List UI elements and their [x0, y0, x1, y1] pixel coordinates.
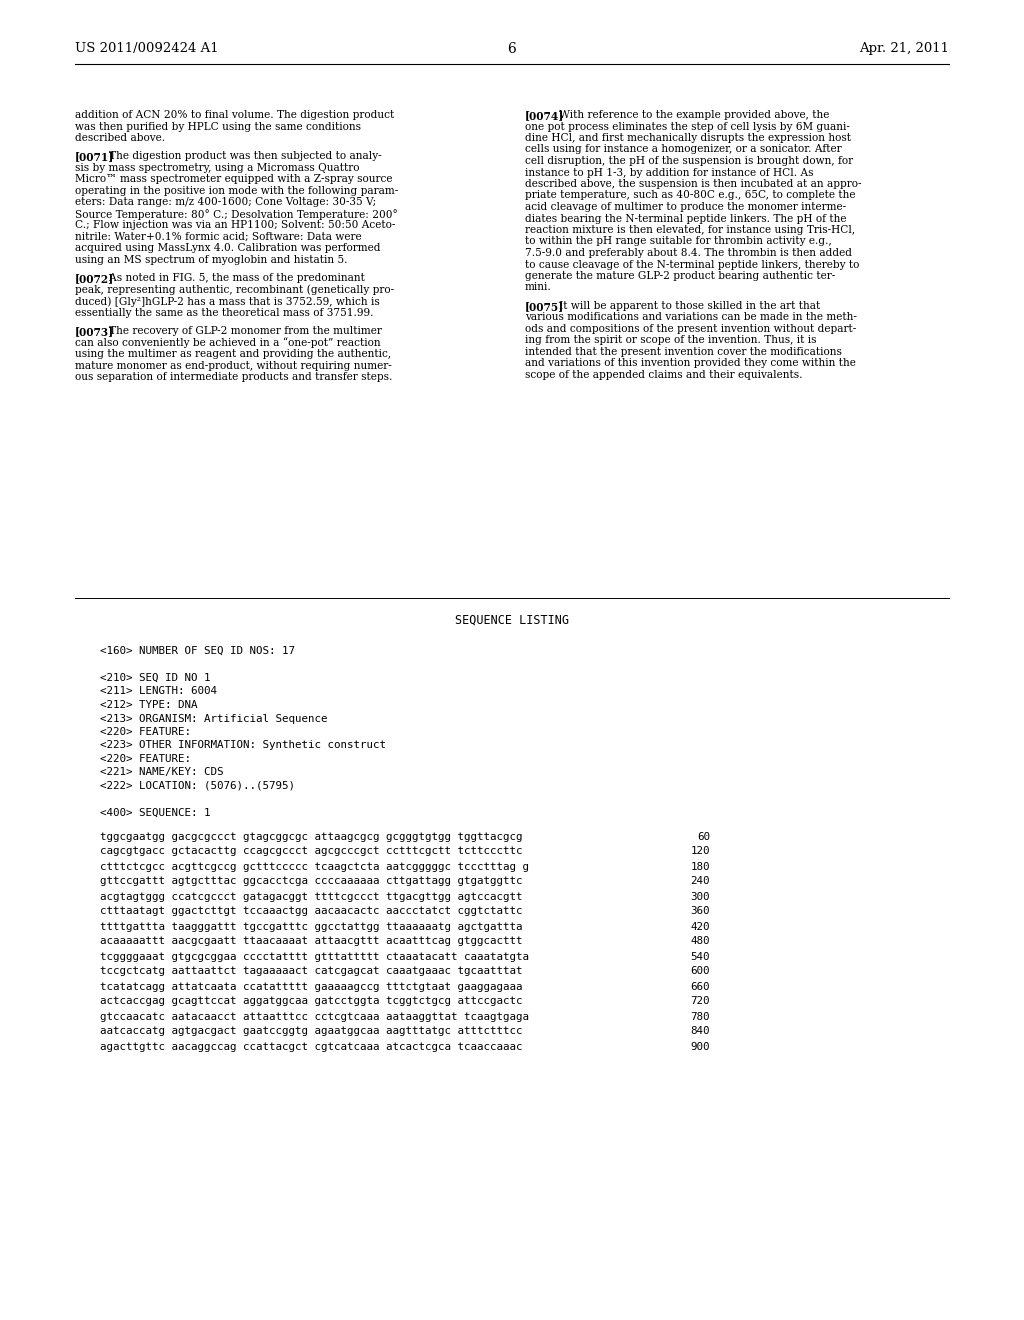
Text: 300: 300	[690, 891, 710, 902]
Text: 480: 480	[690, 936, 710, 946]
Text: [0074]: [0074]	[525, 110, 564, 121]
Text: 540: 540	[690, 952, 710, 961]
Text: <220> FEATURE:: <220> FEATURE:	[100, 727, 191, 737]
Text: 120: 120	[690, 846, 710, 857]
Text: to cause cleavage of the N-terminal peptide linkers, thereby to: to cause cleavage of the N-terminal pept…	[525, 260, 859, 269]
Text: acaaaaattt aacgcgaatt ttaacaaaat attaacgttt acaatttcag gtggcacttt: acaaaaattt aacgcgaatt ttaacaaaat attaacg…	[100, 936, 522, 946]
Text: reaction mixture is then elevated, for instance using Tris-HCl,: reaction mixture is then elevated, for i…	[525, 224, 855, 235]
Text: scope of the appended claims and their equivalents.: scope of the appended claims and their e…	[525, 370, 803, 380]
Text: 840: 840	[690, 1027, 710, 1036]
Text: The recovery of GLP-2 monomer from the multimer: The recovery of GLP-2 monomer from the m…	[98, 326, 382, 337]
Text: US 2011/0092424 A1: US 2011/0092424 A1	[75, 42, 219, 55]
Text: described above.: described above.	[75, 133, 165, 143]
Text: tccgctcatg aattaattct tagaaaaact catcgagcat caaatgaaac tgcaatttat: tccgctcatg aattaattct tagaaaaact catcgag…	[100, 966, 522, 977]
Text: described above, the suspension is then incubated at an appro-: described above, the suspension is then …	[525, 180, 861, 189]
Text: diates bearing the N-terminal peptide linkers. The pH of the: diates bearing the N-terminal peptide li…	[525, 214, 847, 223]
Text: <210> SEQ ID NO 1: <210> SEQ ID NO 1	[100, 673, 211, 682]
Text: gtccaacatc aatacaacct attaatttcc cctcgtcaaa aataaggttat tcaagtgaga: gtccaacatc aatacaacct attaatttcc cctcgtc…	[100, 1011, 529, 1022]
Text: <221> NAME/KEY: CDS: <221> NAME/KEY: CDS	[100, 767, 223, 777]
Text: generate the mature GLP-2 product bearing authentic ter-: generate the mature GLP-2 product bearin…	[525, 271, 836, 281]
Text: tcggggaaat gtgcgcggaa cccctatttt gtttattttt ctaaatacatt caaatatgta: tcggggaaat gtgcgcggaa cccctatttt gtttatt…	[100, 952, 529, 961]
Text: It will be apparent to those skilled in the art that: It will be apparent to those skilled in …	[549, 301, 820, 312]
Text: essentially the same as the theoretical mass of 3751.99.: essentially the same as the theoretical …	[75, 308, 374, 318]
Text: sis by mass spectrometry, using a Micromass Quattro: sis by mass spectrometry, using a Microm…	[75, 162, 359, 173]
Text: actcaccgag gcagttccat aggatggcaa gatcctggta tcggtctgcg attccgactc: actcaccgag gcagttccat aggatggcaa gatcctg…	[100, 997, 522, 1006]
Text: agacttgttc aacaggccag ccattacgct cgtcatcaaa atcactcgca tcaaccaaac: agacttgttc aacaggccag ccattacgct cgtcatc…	[100, 1041, 522, 1052]
Text: peak, representing authentic, recombinant (genetically pro-: peak, representing authentic, recombinan…	[75, 285, 394, 296]
Text: C.; Flow injection was via an HP1100; Solvent: 50:50 Aceto-: C.; Flow injection was via an HP1100; So…	[75, 220, 395, 231]
Text: As noted in FIG. 5, the mass of the predominant: As noted in FIG. 5, the mass of the pred…	[98, 273, 365, 284]
Text: cell disruption, the pH of the suspension is brought down, for: cell disruption, the pH of the suspensio…	[525, 156, 853, 166]
Text: <213> ORGANISM: Artificial Sequence: <213> ORGANISM: Artificial Sequence	[100, 714, 328, 723]
Text: ttttgattta taagggattt tgccgatttc ggcctattgg ttaaaaaatg agctgattta: ttttgattta taagggattt tgccgatttc ggcctat…	[100, 921, 522, 932]
Text: tcatatcagg attatcaata ccatattttt gaaaaagccg tttctgtaat gaaggagaaa: tcatatcagg attatcaata ccatattttt gaaaaag…	[100, 982, 522, 991]
Text: mini.: mini.	[525, 282, 552, 293]
Text: <211> LENGTH: 6004: <211> LENGTH: 6004	[100, 686, 217, 697]
Text: intended that the present invention cover the modifications: intended that the present invention cove…	[525, 347, 842, 356]
Text: [0072]: [0072]	[75, 273, 115, 284]
Text: 7.5-9.0 and preferably about 8.4. The thrombin is then added: 7.5-9.0 and preferably about 8.4. The th…	[525, 248, 852, 257]
Text: The digestion product was then subjected to analy-: The digestion product was then subjected…	[98, 152, 381, 161]
Text: <160> NUMBER OF SEQ ID NOS: 17: <160> NUMBER OF SEQ ID NOS: 17	[100, 645, 295, 656]
Text: aatcaccatg agtgacgact gaatccggtg agaatggcaa aagtttatgc atttctttcc: aatcaccatg agtgacgact gaatccggtg agaatgg…	[100, 1027, 522, 1036]
Text: can also conveniently be achieved in a “one-pot” reaction: can also conveniently be achieved in a “…	[75, 338, 381, 348]
Text: priate temperature, such as 40-80C e.g., 65C, to complete the: priate temperature, such as 40-80C e.g.,…	[525, 190, 855, 201]
Text: to within the pH range suitable for thrombin activity e.g.,: to within the pH range suitable for thro…	[525, 236, 831, 247]
Text: 660: 660	[690, 982, 710, 991]
Text: Micro™ mass spectrometer equipped with a Z-spray source: Micro™ mass spectrometer equipped with a…	[75, 174, 392, 185]
Text: SEQUENCE LISTING: SEQUENCE LISTING	[455, 614, 569, 627]
Text: acquired using MassLynx 4.0. Calibration was performed: acquired using MassLynx 4.0. Calibration…	[75, 243, 381, 253]
Text: 720: 720	[690, 997, 710, 1006]
Text: With reference to the example provided above, the: With reference to the example provided a…	[549, 110, 829, 120]
Text: 600: 600	[690, 966, 710, 977]
Text: was then purified by HPLC using the same conditions: was then purified by HPLC using the same…	[75, 121, 361, 132]
Text: 420: 420	[690, 921, 710, 932]
Text: eters: Data range: m/z 400-1600; Cone Voltage: 30-35 V;: eters: Data range: m/z 400-1600; Cone Vo…	[75, 198, 376, 207]
Text: [0071]: [0071]	[75, 152, 115, 162]
Text: using the multimer as reagent and providing the authentic,: using the multimer as reagent and provid…	[75, 350, 391, 359]
Text: cagcgtgacc gctacacttg ccagcgccct agcgcccgct cctttcgctt tcttcccttc: cagcgtgacc gctacacttg ccagcgccct agcgccc…	[100, 846, 522, 857]
Text: various modifications and variations can be made in the meth-: various modifications and variations can…	[525, 313, 857, 322]
Text: [0075]: [0075]	[525, 301, 564, 312]
Text: <223> OTHER INFORMATION: Synthetic construct: <223> OTHER INFORMATION: Synthetic const…	[100, 741, 386, 751]
Text: ctttaatagt ggactcttgt tccaaactgg aacaacactc aaccctatct cggtctattc: ctttaatagt ggactcttgt tccaaactgg aacaaca…	[100, 907, 522, 916]
Text: gttccgattt agtgctttac ggcacctcga ccccaaaaaa cttgattagg gtgatggttc: gttccgattt agtgctttac ggcacctcga ccccaaa…	[100, 876, 522, 887]
Text: acgtagtggg ccatcgccct gatagacggt ttttcgccct ttgacgttgg agtccacgtt: acgtagtggg ccatcgccct gatagacggt ttttcgc…	[100, 891, 522, 902]
Text: addition of ACN 20% to final volume. The digestion product: addition of ACN 20% to final volume. The…	[75, 110, 394, 120]
Text: ing from the spirit or scope of the invention. Thus, it is: ing from the spirit or scope of the inve…	[525, 335, 816, 346]
Text: 6: 6	[508, 42, 516, 55]
Text: Source Temperature: 80° C.; Desolvation Temperature: 200°: Source Temperature: 80° C.; Desolvation …	[75, 209, 397, 219]
Text: <400> SEQUENCE: 1: <400> SEQUENCE: 1	[100, 808, 211, 818]
Text: <222> LOCATION: (5076)..(5795): <222> LOCATION: (5076)..(5795)	[100, 781, 295, 791]
Text: nitrile: Water+0.1% formic acid; Software: Data were: nitrile: Water+0.1% formic acid; Softwar…	[75, 232, 361, 242]
Text: acid cleavage of multimer to produce the monomer interme-: acid cleavage of multimer to produce the…	[525, 202, 846, 213]
Text: 240: 240	[690, 876, 710, 887]
Text: duced) [Gly²]hGLP-2 has a mass that is 3752.59, which is: duced) [Gly²]hGLP-2 has a mass that is 3…	[75, 296, 380, 306]
Text: 60: 60	[697, 832, 710, 842]
Text: cells using for instance a homogenizer, or a sonicator. After: cells using for instance a homogenizer, …	[525, 144, 842, 154]
Text: 900: 900	[690, 1041, 710, 1052]
Text: ous separation of intermediate products and transfer steps.: ous separation of intermediate products …	[75, 372, 392, 383]
Text: 780: 780	[690, 1011, 710, 1022]
Text: tggcgaatgg gacgcgccct gtagcggcgc attaagcgcg gcgggtgtgg tggttacgcg: tggcgaatgg gacgcgccct gtagcggcgc attaagc…	[100, 832, 522, 842]
Text: 360: 360	[690, 907, 710, 916]
Text: dine HCl, and first mechanically disrupts the expression host: dine HCl, and first mechanically disrupt…	[525, 133, 851, 143]
Text: mature monomer as end-product, without requiring numer-: mature monomer as end-product, without r…	[75, 360, 392, 371]
Text: [0073]: [0073]	[75, 326, 115, 337]
Text: and variations of this invention provided they come within the: and variations of this invention provide…	[525, 359, 856, 368]
Text: ods and compositions of the present invention without depart-: ods and compositions of the present inve…	[525, 323, 856, 334]
Text: Apr. 21, 2011: Apr. 21, 2011	[859, 42, 949, 55]
Text: <220> FEATURE:: <220> FEATURE:	[100, 754, 191, 764]
Text: one pot process eliminates the step of cell lysis by 6M guani-: one pot process eliminates the step of c…	[525, 121, 850, 132]
Text: instance to pH 1-3, by addition for instance of HCl. As: instance to pH 1-3, by addition for inst…	[525, 168, 813, 177]
Text: <212> TYPE: DNA: <212> TYPE: DNA	[100, 700, 198, 710]
Text: 180: 180	[690, 862, 710, 871]
Text: using an MS spectrum of myoglobin and histatin 5.: using an MS spectrum of myoglobin and hi…	[75, 255, 347, 265]
Text: operating in the positive ion mode with the following param-: operating in the positive ion mode with …	[75, 186, 398, 195]
Text: ctttctcgcc acgttcgccg gctttccccc tcaagctcta aatcgggggc tccctttag g: ctttctcgcc acgttcgccg gctttccccc tcaagct…	[100, 862, 529, 871]
